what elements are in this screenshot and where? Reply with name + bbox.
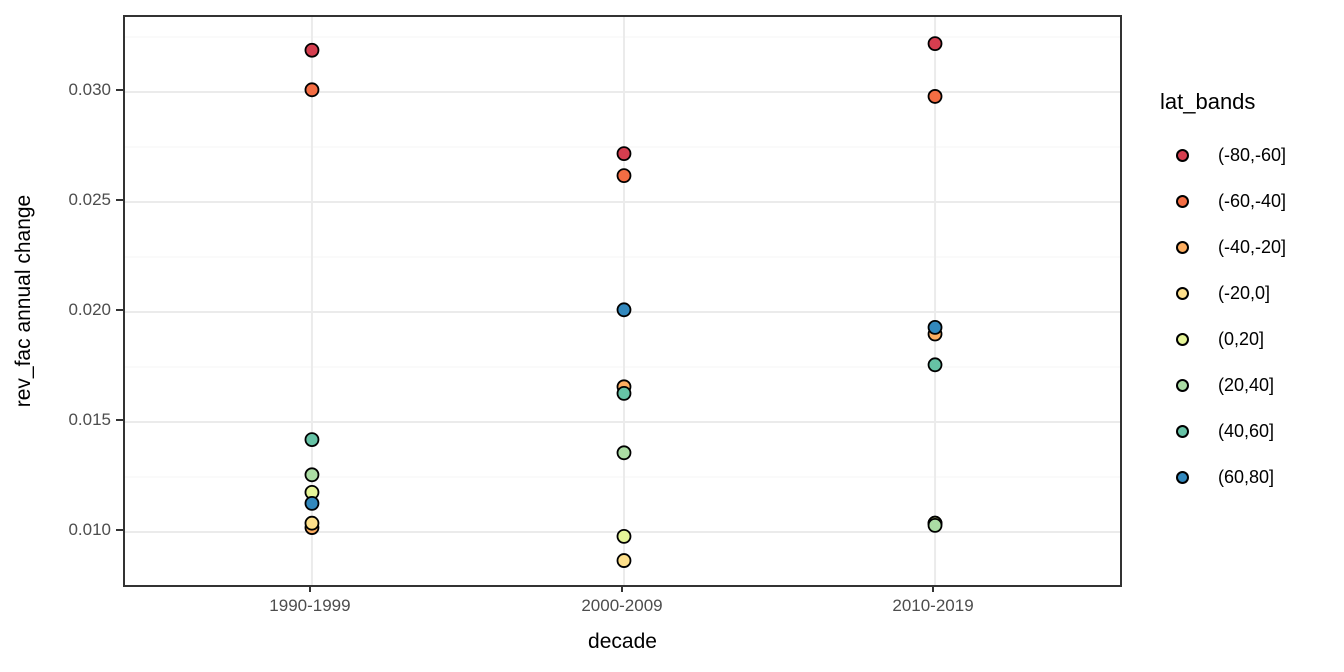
legend-key-dot xyxy=(1176,332,1189,346)
data-point xyxy=(927,319,943,335)
data-point xyxy=(616,146,632,162)
legend-key-dot xyxy=(1176,194,1189,208)
y-axis-tick xyxy=(116,308,123,311)
legend: lat_bands (-80,-60] (-60,-40] (-40,-20] (-2… xyxy=(1160,86,1286,500)
data-point xyxy=(304,495,320,511)
legend-key-dot xyxy=(1176,286,1189,300)
y-tick-label: 0.025 xyxy=(68,190,111,209)
legend-key-dot xyxy=(1176,470,1189,484)
y-axis-tick xyxy=(116,89,123,91)
x-axis-tick xyxy=(620,585,623,592)
legend-item-label: (-40,-20] xyxy=(1218,236,1287,257)
plot-panel xyxy=(123,15,1122,587)
legend-item: (0,20] xyxy=(1160,316,1286,362)
data-point xyxy=(304,42,320,58)
x-axis-tick xyxy=(932,585,935,592)
legend-item: (20,40] xyxy=(1160,362,1286,408)
legend-item: (-20,0] xyxy=(1160,270,1286,316)
legend-item-label: (20,40] xyxy=(1218,374,1275,395)
data-point xyxy=(304,82,320,98)
legend-key-dot xyxy=(1176,378,1189,392)
data-point xyxy=(927,89,943,104)
legend-item-label: (60,80] xyxy=(1218,466,1275,487)
y-tick-label: 0.020 xyxy=(68,299,111,319)
data-point xyxy=(304,432,320,447)
y-axis-title: rev_fac annual change xyxy=(12,194,35,408)
legend-item-label: (-80,-60] xyxy=(1218,144,1287,165)
legend-item: (-80,-60] xyxy=(1160,132,1286,178)
data-point xyxy=(616,445,632,461)
data-point xyxy=(927,517,943,533)
data-point xyxy=(616,385,632,401)
data-point xyxy=(927,357,943,373)
y-axis-tick xyxy=(116,528,123,531)
x-tick-label: 2010-2019 xyxy=(892,596,974,615)
y-axis-tick xyxy=(116,199,123,201)
data-point xyxy=(616,553,632,568)
legend-item: (-40,-20] xyxy=(1160,224,1286,270)
data-point xyxy=(616,168,632,184)
data-point xyxy=(304,515,320,531)
legend-items: (-80,-60] (-60,-40] (-40,-20] (-20,0] (0,20]… xyxy=(1160,132,1286,500)
y-tick-label: 0.010 xyxy=(68,519,111,539)
legend-item: (-60,-40] xyxy=(1160,178,1286,224)
y-tick-label: 0.015 xyxy=(68,409,111,429)
legend-item: (40,60] xyxy=(1160,408,1286,454)
x-axis-title: decade xyxy=(588,630,657,653)
data-point xyxy=(927,36,943,52)
data-point xyxy=(616,302,632,318)
data-point xyxy=(616,528,632,544)
legend-item-label: (0,20] xyxy=(1218,328,1265,349)
y-tick-label: 0.030 xyxy=(68,80,111,99)
x-axis-tick xyxy=(308,585,311,592)
legend-item-label: (-20,0] xyxy=(1218,282,1271,303)
data-point xyxy=(304,467,320,483)
legend-item-label: (40,60] xyxy=(1218,420,1275,441)
legend-item-label: (-60,-40] xyxy=(1218,190,1287,211)
x-tick-label: 1990-1999 xyxy=(269,596,351,615)
legend-title: lat_bands xyxy=(1160,89,1256,114)
x-tick-label: 2000-2009 xyxy=(581,596,663,615)
legend-key-dot xyxy=(1176,148,1189,162)
legend-key-dot xyxy=(1176,424,1189,438)
legend-key-dot xyxy=(1176,240,1189,254)
plot-area xyxy=(125,17,1120,585)
legend-item: (60,80] xyxy=(1160,454,1286,500)
y-axis-tick xyxy=(116,418,123,421)
